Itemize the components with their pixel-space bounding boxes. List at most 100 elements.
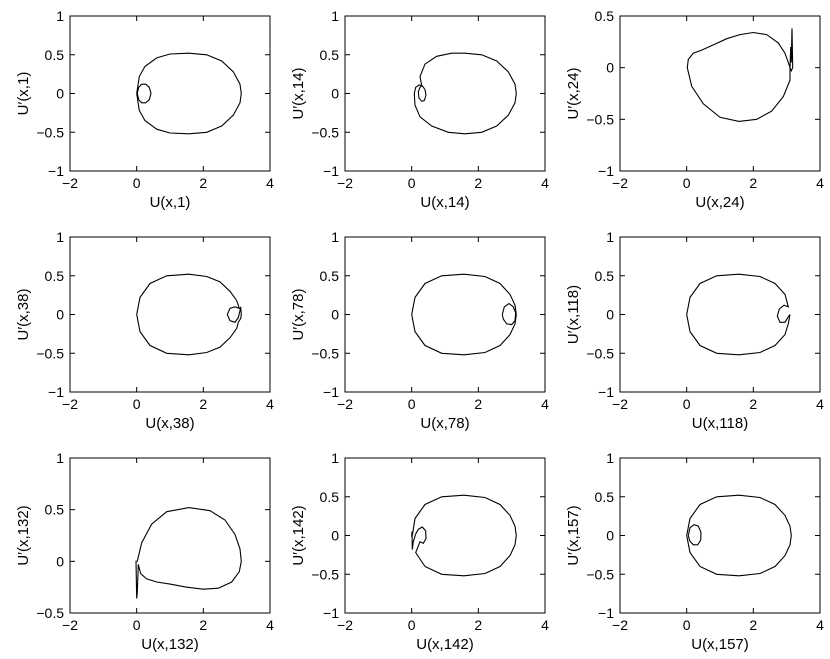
y-tick-label: 1 <box>606 450 614 466</box>
x-tick-label: −2 <box>62 617 78 633</box>
y-axis-label: U′(x,118) <box>565 285 582 344</box>
x-tick-label: 0 <box>408 617 416 633</box>
y-tick-label: −1 <box>598 605 614 621</box>
y-tick-label: −0.5 <box>36 124 64 140</box>
x-axis-label: U(x,38) <box>145 415 194 432</box>
x-tick-label: 2 <box>199 617 207 633</box>
phase-curve-1 <box>136 273 242 356</box>
x-tick-label: 2 <box>474 617 482 633</box>
y-tick-label: −0.5 <box>311 345 339 361</box>
x-tick-label: 4 <box>816 617 824 633</box>
subplot-9: −2 0 2 4 −1 −0.5 0 0.5 1 U(x,157) U′(x,157) <box>565 450 824 653</box>
y-tick-label: 0.5 <box>45 47 65 63</box>
x-tick-label: 4 <box>266 617 274 633</box>
y-tick-label: 0.5 <box>320 47 340 63</box>
y-tick-label: 1 <box>56 8 64 24</box>
y-tick-label: 1 <box>331 8 339 24</box>
x-tick-label: 4 <box>541 617 549 633</box>
axes-box <box>69 457 271 614</box>
x-axis-label: U(x,78) <box>420 415 469 432</box>
y-axis-label: U′(x,132) <box>15 505 32 565</box>
y-axis-label: U′(x,24) <box>565 68 582 120</box>
x-tick-label: 0 <box>683 175 691 191</box>
y-tick-label: −1 <box>323 605 339 621</box>
axes-box <box>619 15 821 172</box>
y-tick-label: −1 <box>598 384 614 400</box>
phase-curve-2 <box>687 523 702 546</box>
y-tick-label: −1 <box>598 163 614 179</box>
subplot-2: −2 0 2 4 −1 −0.5 0 0.5 1 U(x,14) U′(x,14) <box>290 8 549 211</box>
y-axis-label: U′(x,1) <box>15 72 32 116</box>
y-axis-label: U′(x,157) <box>565 505 582 565</box>
y-tick-label: 0.5 <box>45 268 65 284</box>
subplot-3: −2 0 2 4 −1 −0.5 0 0.5 U(x,24) U′(x,24) <box>565 8 824 211</box>
x-tick-label: 2 <box>749 396 757 412</box>
x-tick-label: −2 <box>337 396 353 412</box>
y-tick-label: 0 <box>56 553 64 569</box>
x-tick-label: 0 <box>133 396 141 412</box>
subplot-7: −2 0 2 4 −0.5 0 0.5 1 U(x,132) U′(x,132) <box>15 450 274 653</box>
x-axis-label: U(x,132) <box>141 636 199 653</box>
y-tick-label: 0 <box>56 307 64 323</box>
y-axis-label: U′(x,14) <box>290 68 307 120</box>
x-axis-label: U(x,157) <box>691 636 749 653</box>
x-tick-label: −2 <box>337 175 353 191</box>
phase-curve-1 <box>135 507 242 599</box>
y-tick-label: 0 <box>606 307 614 323</box>
phase-curve-1 <box>411 494 517 577</box>
phase-curve-1 <box>136 52 242 135</box>
y-tick-label: 1 <box>606 229 614 245</box>
y-tick-label: 1 <box>56 450 64 466</box>
y-tick-label: 0 <box>56 86 64 102</box>
x-tick-label: 2 <box>749 175 757 191</box>
axes-box <box>344 236 546 393</box>
axes-box <box>69 15 271 172</box>
subplot-8: −2 0 2 4 −1 −0.5 0 0.5 1 U(x,142) U′(x,142) <box>290 450 549 653</box>
y-tick-label: 0 <box>331 528 339 544</box>
y-tick-label: 0 <box>606 528 614 544</box>
x-tick-label: 0 <box>683 396 691 412</box>
x-tick-label: −2 <box>612 617 628 633</box>
y-tick-label: −0.5 <box>586 345 614 361</box>
y-tick-label: −0.5 <box>586 111 614 127</box>
phase-curve-2 <box>501 302 517 326</box>
y-tick-label: 1 <box>331 450 339 466</box>
x-tick-label: 4 <box>266 175 274 191</box>
y-tick-label: 0.5 <box>320 489 340 505</box>
y-tick-label: 0.5 <box>595 268 615 284</box>
y-tick-label: 0 <box>606 60 614 76</box>
x-axis-label: U(x,142) <box>416 636 474 653</box>
y-tick-label: −0.5 <box>311 566 339 582</box>
y-tick-label: 0 <box>331 86 339 102</box>
x-tick-label: 0 <box>408 175 416 191</box>
phase-curve-1 <box>413 52 517 135</box>
y-axis-label: U′(x,142) <box>290 505 307 565</box>
x-tick-label: 2 <box>474 396 482 412</box>
x-tick-label: 0 <box>133 175 141 191</box>
x-tick-label: 2 <box>474 175 482 191</box>
axes-box <box>344 457 546 614</box>
y-axis-label: U′(x,38) <box>15 289 32 341</box>
y-tick-label: −1 <box>323 163 339 179</box>
y-tick-label: −0.5 <box>586 566 614 582</box>
phase-curve-1 <box>411 273 517 356</box>
x-tick-label: 4 <box>541 396 549 412</box>
y-tick-label: −0.5 <box>311 124 339 140</box>
phase-curve-1 <box>686 273 791 356</box>
x-tick-label: 0 <box>408 396 416 412</box>
x-tick-label: 4 <box>816 175 824 191</box>
y-tick-label: −0.5 <box>36 605 64 621</box>
phase-curve-2 <box>136 83 152 104</box>
x-axis-label: U(x,14) <box>420 194 469 211</box>
x-tick-label: −2 <box>612 175 628 191</box>
x-axis-label: U(x,118) <box>692 415 748 432</box>
y-tick-label: 0.5 <box>595 489 615 505</box>
y-tick-label: −0.5 <box>36 345 64 361</box>
x-tick-label: −2 <box>62 175 78 191</box>
y-tick-label: 0.5 <box>45 502 65 518</box>
x-tick-label: 2 <box>749 617 757 633</box>
y-tick-label: −1 <box>323 384 339 400</box>
y-axis-label: U′(x,78) <box>290 289 307 341</box>
x-tick-label: −2 <box>612 396 628 412</box>
